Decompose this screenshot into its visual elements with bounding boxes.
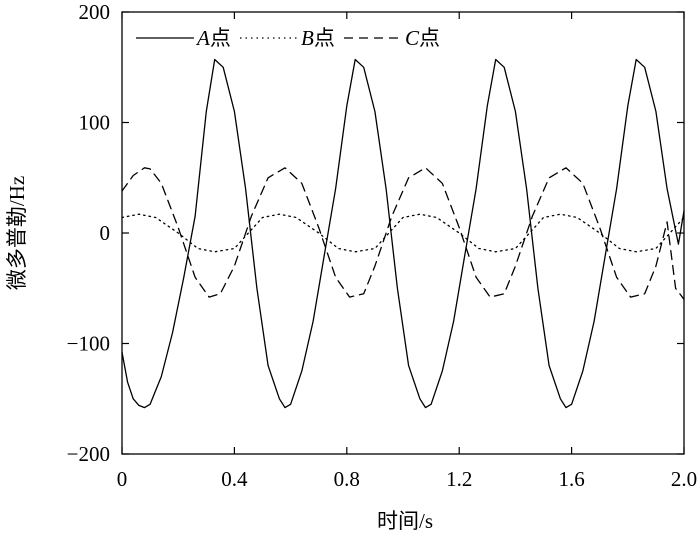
x-tick-label: 0	[117, 467, 128, 491]
series-line-a	[121, 58, 685, 409]
legend-label: B点	[301, 26, 335, 50]
y-tick-label: 100	[79, 111, 111, 135]
x-axis: 0 0.4 0.8 1.2 1.6 2.0	[117, 12, 697, 491]
y-tick-label: 0	[100, 221, 111, 245]
x-tick-label: 1.6	[558, 467, 584, 491]
y-tick-label: −200	[67, 442, 110, 466]
y-axis: 200 100 0 −100 −200	[67, 0, 684, 466]
legend: A点 B点 C点	[136, 26, 440, 50]
x-tick-label: 0.8	[334, 467, 360, 491]
series-layer	[121, 58, 685, 409]
series-line-b	[121, 213, 685, 253]
y-tick-label: 200	[79, 0, 111, 24]
x-axis-title: 时间/s	[377, 509, 433, 531]
y-axis-title: 微多普勒/Hz	[5, 176, 29, 290]
plot-frame	[121, 11, 685, 455]
x-tick-label: 1.2	[446, 467, 472, 491]
legend-label: C点	[405, 26, 440, 50]
legend-label: A点	[195, 26, 231, 50]
series-line-c	[121, 167, 685, 300]
x-tick-label: 2.0	[671, 467, 697, 491]
y-tick-label: −100	[67, 332, 110, 356]
x-tick-label: 0.4	[221, 467, 248, 491]
